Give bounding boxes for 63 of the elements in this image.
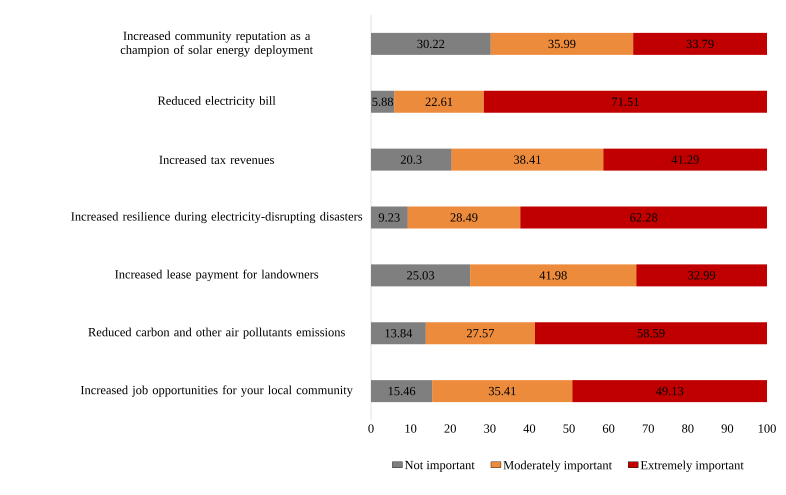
x-tick-label: 70 (642, 424, 654, 433)
legend-label: Moderately important (503, 460, 612, 472)
bar (451, 148, 604, 171)
data-label: 27.57 (466, 329, 494, 338)
x-tick-label: 20 (444, 424, 456, 433)
data-label: 35.99 (548, 40, 576, 48)
y-tick-label: Increased resilience during electricity-disrupting disasters (71, 212, 362, 224)
legend-label: Extremely important (640, 460, 744, 472)
y-tick-label: Reduced carbon and other air pollutants emissions (88, 328, 345, 339)
bar (371, 322, 426, 344)
y-tick-label: Increased tax revenues (159, 155, 274, 164)
data-label: 13.84 (385, 328, 412, 338)
data-label: 5.88 (372, 98, 394, 106)
x-tick-label: 90 (722, 424, 734, 433)
bar (371, 206, 408, 229)
data-label: 49.13 (656, 386, 684, 396)
y-tick-label: Increased lease payment for landowners (115, 270, 318, 282)
bar (371, 90, 394, 113)
bar (394, 90, 484, 113)
y-tick-label: Reduced electricity bill (158, 96, 276, 108)
x-tick-label: 10 (405, 424, 416, 433)
x-tick-label: 60 (602, 424, 614, 433)
x-tick-label: 100 (758, 424, 776, 433)
bar (470, 264, 636, 286)
bar (603, 148, 768, 171)
data-label: 25.03 (407, 271, 434, 280)
bar (371, 32, 491, 55)
bar (633, 32, 768, 55)
data-label: 32.99 (688, 271, 716, 280)
x-tick-label: 30 (484, 424, 496, 433)
legend-label: Not important (404, 460, 475, 472)
x-tick-label: 0 (368, 424, 374, 433)
bar (490, 32, 634, 55)
bar (484, 90, 768, 113)
y-tick-label: Increased job opportunities for your local community (80, 385, 353, 397)
data-label: 71.51 (612, 98, 639, 106)
bar (408, 206, 520, 229)
bar (371, 380, 432, 402)
y-tick-label: Increased community reputation as a champion of solar energy deployment (120, 31, 313, 57)
bar (432, 380, 572, 402)
bar (572, 380, 768, 402)
data-label: 20.3 (400, 155, 422, 164)
bar (426, 322, 535, 344)
data-label: 33.79 (686, 40, 714, 48)
data-label: 28.49 (450, 213, 478, 222)
x-tick-label: 50 (563, 424, 575, 433)
data-label: 62.28 (630, 213, 658, 222)
data-label: 41.98 (539, 271, 567, 280)
data-label: 15.46 (388, 386, 416, 396)
x-tick-label: 40 (523, 424, 536, 433)
data-label: 58.59 (638, 328, 664, 338)
data-label: 22.61 (426, 98, 452, 106)
data-label: 30.22 (417, 40, 444, 48)
bar (636, 264, 768, 286)
data-label: 38.41 (514, 155, 541, 164)
bar (534, 322, 768, 344)
data-label: 41.29 (671, 155, 699, 164)
data-label: 9.23 (378, 213, 400, 222)
x-tick-label: 80 (682, 424, 694, 433)
bar (371, 264, 470, 286)
bar (371, 148, 452, 171)
data-label: 35.41 (488, 386, 516, 396)
bar (520, 206, 768, 229)
